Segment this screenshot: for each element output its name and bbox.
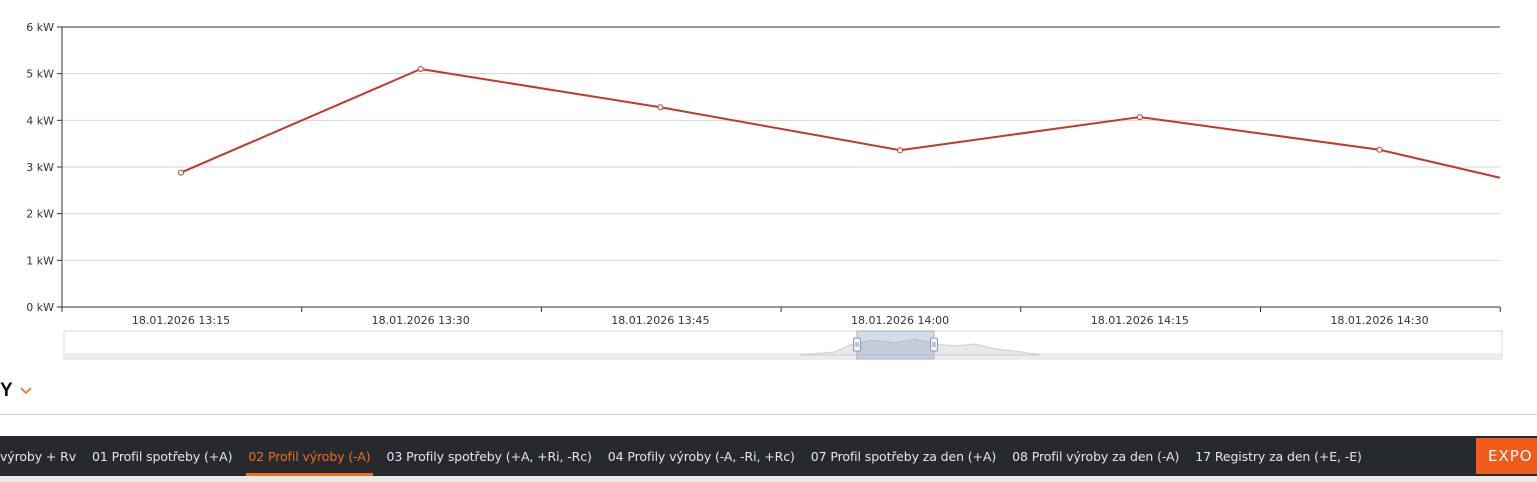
y-tick-label: 4 kW xyxy=(26,114,54,127)
y-tick-label: 6 kW xyxy=(26,21,54,34)
data-point xyxy=(657,104,664,111)
export-button[interactable]: EXPO xyxy=(1476,438,1537,474)
section-divider xyxy=(0,414,1537,415)
tab-1[interactable]: 01 Profil spotřeby (+A) xyxy=(84,436,240,476)
section-title: Y xyxy=(0,380,13,401)
series-line xyxy=(180,68,1501,179)
tab-list: výroby + Rv 01 Profil spotřeby (+A) 02 Pro… xyxy=(0,436,1370,476)
tab-6[interactable]: 08 Profil výroby za den (-A) xyxy=(1004,436,1187,476)
navigator-selection[interactable] xyxy=(856,330,935,360)
tab-label: 07 Profil spotřeby za den (+A) xyxy=(810,448,997,464)
data-point xyxy=(1376,146,1383,153)
tab-3[interactable]: 03 Profily spotřeby (+A, +Ri, -Rc) xyxy=(379,436,600,476)
tab-4[interactable]: 04 Profily výroby (-A, -Ri, +Rc) xyxy=(600,436,803,476)
power-chart: 0 kW 1 kW 2 kW 3 kW 4 kW 5 kW 6 kW 18.01.2026 1… xyxy=(26,21,1503,360)
tab-label: 02 Profil výroby (-A) xyxy=(248,448,371,464)
tab-7[interactable]: 17 Registry za den (+E, -E) xyxy=(1187,436,1370,476)
data-point xyxy=(417,66,424,72)
x-tick-label: 18.01.2026 13:15 xyxy=(132,314,230,327)
chart-svg: 0 kW 1 kW 2 kW 3 kW 4 kW 5 kW 6 kW 18.01.2026 1… xyxy=(26,21,1503,360)
tab-0[interactable]: výroby + Rv xyxy=(0,436,84,476)
y-tick-label: 3 kW xyxy=(26,161,54,174)
tab-label: 01 Profil spotřeby (+A) xyxy=(92,448,233,464)
export-button-label: EXPO xyxy=(1488,447,1533,465)
y-tick-label: 5 kW xyxy=(26,68,54,81)
tab-label: 03 Profily spotřeby (+A, +Ri, -Rc) xyxy=(386,448,592,464)
tab-label: výroby + Rv xyxy=(0,448,77,464)
tab-2[interactable]: 02 Profil výroby (-A) xyxy=(240,436,378,476)
tab-label: 17 Registry za den (+E, -E) xyxy=(1195,448,1362,464)
section-header[interactable]: Y xyxy=(0,378,33,404)
navigator-baseline xyxy=(65,353,1501,358)
bottom-strip xyxy=(0,476,1537,482)
report-tab-bar: výroby + Rv 01 Profil spotřeby (+A) 02 Pro… xyxy=(0,436,1537,476)
x-tick-label: 18.01.2026 13:45 xyxy=(611,314,709,327)
data-point xyxy=(1136,114,1143,121)
x-tick-label: 18.01.2026 13:30 xyxy=(372,314,470,327)
x-tick-label: 18.01.2026 14:30 xyxy=(1330,314,1428,327)
x-tick-label: 18.01.2026 14:00 xyxy=(851,314,949,327)
data-point xyxy=(897,147,904,154)
y-tick-label: 0 kW xyxy=(26,301,54,314)
data-point xyxy=(178,169,184,176)
navigator-right-handle[interactable] xyxy=(930,337,938,352)
chevron-down-icon[interactable] xyxy=(19,386,33,396)
y-tick-label: 1 kW xyxy=(26,254,54,267)
tab-label: 04 Profily výroby (-A, -Ri, +Rc) xyxy=(607,448,795,464)
tab-5[interactable]: 07 Profil spotřeby za den (+A) xyxy=(803,436,1004,476)
tab-label: 08 Profil výroby za den (-A) xyxy=(1012,448,1180,464)
navigator-left-handle[interactable] xyxy=(853,337,861,352)
y-tick-label: 2 kW xyxy=(26,208,54,221)
x-tick-label: 18.01.2026 14:15 xyxy=(1091,314,1189,327)
